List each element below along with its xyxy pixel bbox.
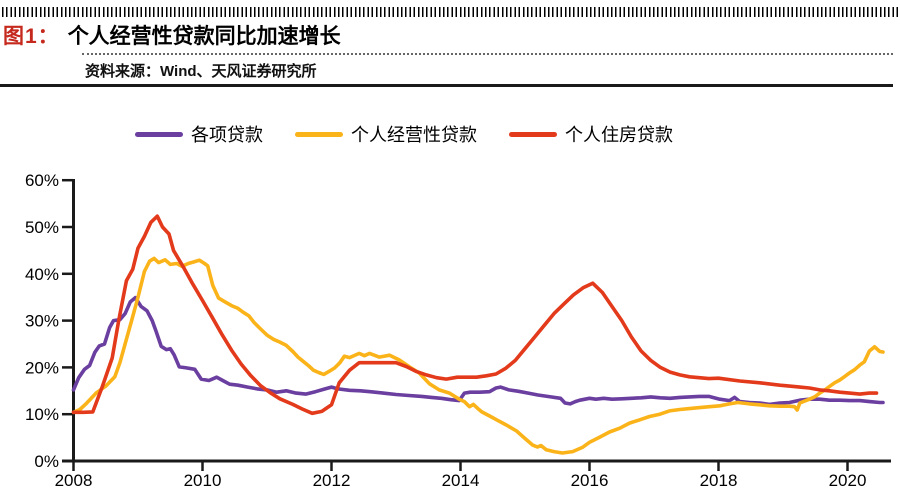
legend-item-0: 各项贷款 xyxy=(135,121,263,147)
legend-swatch-1 xyxy=(295,131,343,137)
y-tick-label: 0% xyxy=(34,452,59,471)
solid-divider xyxy=(0,84,893,87)
y-tick-label: 20% xyxy=(25,358,59,377)
figure-label: 图1： xyxy=(3,25,60,48)
legend-label-1: 个人经营性贷款 xyxy=(351,125,477,145)
dotted-divider xyxy=(82,53,893,55)
x-tick-label: 2014 xyxy=(442,471,480,490)
series-line-2 xyxy=(71,214,879,416)
y-tick-label: 30% xyxy=(25,312,59,331)
source-text: 资料来源：Wind、天风证券研究所 xyxy=(85,63,317,80)
y-tick-label: 40% xyxy=(25,265,59,284)
x-tick-label: 2010 xyxy=(184,471,222,490)
legend-swatch-2 xyxy=(509,131,557,137)
x-tick-label: 2020 xyxy=(829,471,867,490)
legend-swatch-0 xyxy=(135,131,183,137)
y-tick-label: 10% xyxy=(25,405,59,424)
page-title: 个人经营性贷款同比加速增长 xyxy=(67,25,341,48)
series-line-1 xyxy=(71,256,885,455)
legend-item-2: 个人住房贷款 xyxy=(509,121,673,147)
x-tick-label: 2016 xyxy=(571,471,609,490)
series-line-0 xyxy=(71,295,885,407)
x-tick-label: 2012 xyxy=(313,471,351,490)
line-chart: 0% 10% 20% 30% 40% 50% 60% 2008 2010 2012 2014 2016… xyxy=(25,171,891,490)
x-tick-label: 2008 xyxy=(55,471,93,490)
legend-item-1: 个人经营性贷款 xyxy=(295,121,477,147)
legend-label-2: 个人住房贷款 xyxy=(565,125,673,145)
legend-label-0: 各项贷款 xyxy=(191,125,263,145)
x-tick-label: 2018 xyxy=(700,471,738,490)
figure-header: 图1： 个人经营性贷款同比加速增长 xyxy=(3,20,893,50)
chart-legend: 各项贷款 个人经营性贷款 个人住房贷款 xyxy=(135,121,673,147)
y-tick-label: 60% xyxy=(25,171,59,190)
top-barcode-border xyxy=(2,7,898,17)
y-tick-label: 50% xyxy=(25,218,59,237)
